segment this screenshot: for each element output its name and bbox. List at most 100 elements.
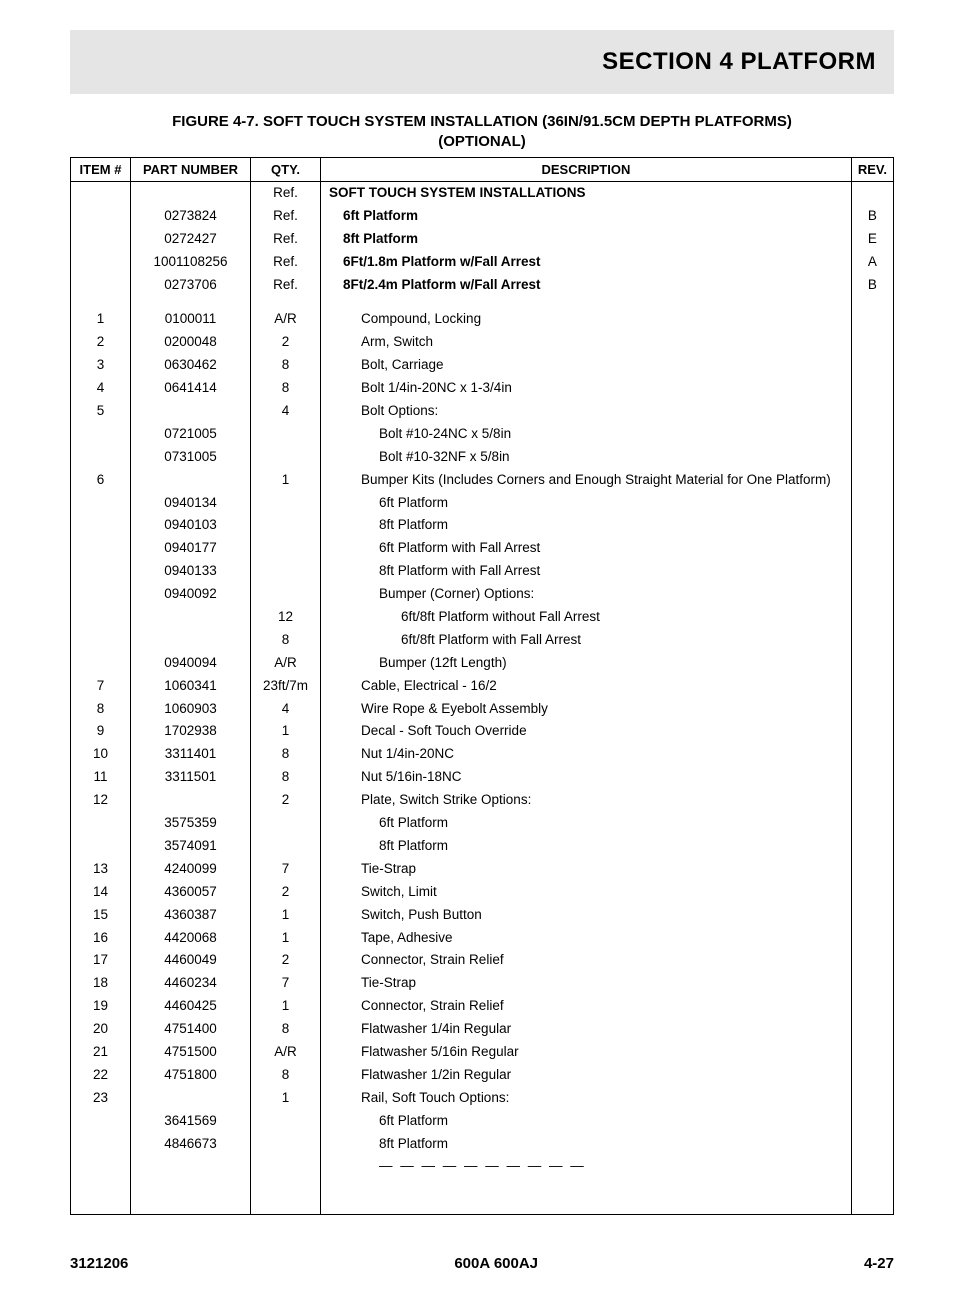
table-cell: 6ft Platform [321, 492, 852, 515]
figure-title-line1: FIGURE 4-7. SOFT TOUCH SYSTEM INSTALLATI… [172, 113, 792, 130]
table-cell: 8ft Platform [321, 1133, 852, 1156]
table-row: 2247518008Flatwasher 1/2in Regular [71, 1064, 894, 1087]
table-cell: 0273706 [131, 274, 251, 297]
table-cell: Connector, Strain Relief [321, 995, 852, 1018]
table-row: 202000482Arm, Switch [71, 331, 894, 354]
figure-title: FIGURE 4-7. SOFT TOUCH SYSTEM INSTALLATI… [70, 112, 894, 151]
table-cell [851, 537, 893, 560]
table-cell [71, 228, 131, 251]
table-cell [851, 400, 893, 423]
table-cell: 14 [71, 881, 131, 904]
table-cell: 2 [251, 949, 321, 972]
table-cell: Wire Rope & Eyebolt Assembly [321, 698, 852, 721]
table-cell: Bolt, Carriage [321, 354, 852, 377]
table-cell: B [851, 205, 893, 228]
table-cell [71, 1155, 131, 1178]
table-cell [851, 354, 893, 377]
table-cell [851, 514, 893, 537]
table-cell: 4360387 [131, 904, 251, 927]
table-cell: 8ft Platform [321, 514, 852, 537]
table-cell [251, 514, 321, 537]
table-row [71, 1202, 894, 1214]
table-cell [71, 182, 131, 205]
table-cell [251, 446, 321, 469]
table-cell: 23ft/7m [251, 675, 321, 698]
table-cell: 6Ft/1.8m Platform w/Fall Arrest [321, 251, 852, 274]
table-cell [851, 606, 893, 629]
table-cell: 8 [251, 629, 321, 652]
table-cell: Bumper (Corner) Options: [321, 583, 852, 606]
table-cell [851, 492, 893, 515]
table-cell: 0630462 [131, 354, 251, 377]
table-row: 306304628Bolt, Carriage [71, 354, 894, 377]
col-rev-header: REV. [851, 158, 893, 182]
table-row: 10100011A/RCompound, Locking [71, 308, 894, 331]
parts-table: ITEM # PART NUMBER QTY. DESCRIPTION REV.… [70, 157, 894, 1215]
table-cell: Bolt #10-32NF x 5/8in [321, 446, 852, 469]
table-cell: 0940133 [131, 560, 251, 583]
table-cell: A [851, 251, 893, 274]
table-cell: 4360057 [131, 881, 251, 904]
table-cell: B [851, 274, 893, 297]
table-cell [71, 629, 131, 652]
table-cell: Bolt 1/4in-20NC x 1-3/4in [321, 377, 852, 400]
table-row: 54Bolt Options: [71, 400, 894, 423]
table-row: 1744600492Connector, Strain Relief [71, 949, 894, 972]
table-cell [251, 812, 321, 835]
table-cell [251, 1155, 321, 1178]
table-cell [251, 492, 321, 515]
table-cell: A/R [251, 652, 321, 675]
table-row [71, 296, 894, 308]
table-cell [851, 469, 893, 492]
table-cell [71, 514, 131, 537]
table-cell [851, 446, 893, 469]
table-cell [851, 560, 893, 583]
table-cell [251, 423, 321, 446]
table-cell: 4420068 [131, 927, 251, 950]
table-cell [851, 1064, 893, 1087]
table-row: 1033114018Nut 1/4in-20NC [71, 743, 894, 766]
table-cell [251, 537, 321, 560]
table-cell: 11 [71, 766, 131, 789]
table-row: 1644200681Tape, Adhesive [71, 927, 894, 950]
table-row: 214751500A/RFlatwasher 5/16in Regular [71, 1041, 894, 1064]
table-cell: 8 [251, 1064, 321, 1087]
table-cell [71, 446, 131, 469]
table-row: Ref.SOFT TOUCH SYSTEM INSTALLATIONS [71, 182, 894, 205]
table-cell: 1001108256 [131, 251, 251, 274]
table-cell [131, 469, 251, 492]
table-cell [251, 560, 321, 583]
table-row: 86ft/8ft Platform with Fall Arrest [71, 629, 894, 652]
table-cell: A/R [251, 308, 321, 331]
table-row: 810609034Wire Rope & Eyebolt Assembly [71, 698, 894, 721]
col-desc-header: DESCRIPTION [321, 158, 852, 182]
table-cell: 1 [251, 469, 321, 492]
table-cell: 8 [251, 766, 321, 789]
table-cell: 13 [71, 858, 131, 881]
table-cell [71, 251, 131, 274]
table-cell: 8 [251, 743, 321, 766]
table-cell [131, 400, 251, 423]
table-row: 126ft/8ft Platform without Fall Arrest [71, 606, 894, 629]
table-row: 09401338ft Platform with Fall Arrest [71, 560, 894, 583]
table-cell: 4240099 [131, 858, 251, 881]
table-row: 0721005Bolt #10-24NC x 5/8in [71, 423, 894, 446]
table-row: 1543603871Switch, Push Button [71, 904, 894, 927]
table-row: 0273706Ref.8Ft/2.4m Platform w/Fall Arre… [71, 274, 894, 297]
table-cell: 4846673 [131, 1133, 251, 1156]
table-cell: Connector, Strain Relief [321, 949, 852, 972]
table-cell [851, 583, 893, 606]
table-cell [851, 1087, 893, 1110]
table-cell: 3 [71, 354, 131, 377]
table-cell: 8ft Platform [321, 835, 852, 858]
col-part-header: PART NUMBER [131, 158, 251, 182]
table-cell: Bumper (12ft Length) [321, 652, 852, 675]
table-cell: Tie-Strap [321, 972, 852, 995]
table-cell [131, 1155, 251, 1178]
table-cell: 1 [251, 995, 321, 1018]
table-row: 1133115018Nut 5/16in-18NC [71, 766, 894, 789]
table-cell [71, 835, 131, 858]
table-cell: Bumper Kits (Includes Corners and Enough… [321, 469, 852, 492]
section-title: SECTION 4 PLATFORM [602, 48, 876, 75]
table-cell: 8 [71, 698, 131, 721]
